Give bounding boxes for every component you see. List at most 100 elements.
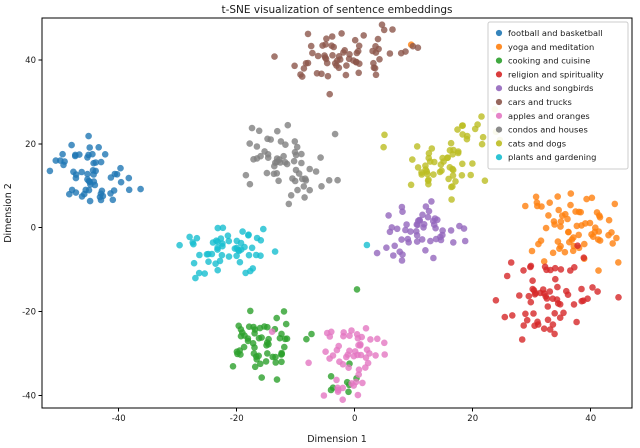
data-point	[257, 152, 264, 160]
data-point	[354, 391, 362, 399]
data-point	[287, 192, 295, 199]
data-point	[529, 285, 536, 293]
data-point	[432, 235, 440, 243]
data-point	[260, 225, 267, 233]
data-point	[525, 292, 533, 300]
data-point	[294, 186, 301, 194]
legend-marker	[495, 43, 503, 50]
data-point	[235, 322, 242, 330]
data-point	[301, 175, 309, 182]
legend-label: football and basketball	[508, 28, 603, 38]
data-point	[432, 224, 439, 232]
data-point	[353, 286, 361, 293]
data-point	[117, 164, 124, 172]
data-point	[455, 148, 462, 155]
legend-marker	[495, 126, 503, 133]
data-point	[290, 157, 298, 165]
legend-label: religion and spirituality	[508, 69, 604, 79]
data-point	[567, 190, 575, 197]
data-point	[516, 292, 523, 299]
data-point	[534, 321, 542, 328]
data-point	[594, 288, 601, 295]
data-point	[189, 239, 196, 246]
legend-marker	[495, 140, 503, 147]
data-point	[331, 130, 339, 138]
data-point	[237, 332, 245, 340]
data-point	[522, 202, 529, 210]
data-point	[284, 121, 292, 129]
data-point	[283, 160, 291, 168]
data-point	[281, 343, 288, 351]
data-point	[393, 225, 401, 233]
data-point	[459, 160, 466, 168]
data-point	[280, 152, 287, 160]
data-point	[320, 392, 328, 399]
data-point	[249, 265, 257, 272]
data-point	[264, 350, 271, 357]
data-point	[258, 374, 266, 381]
legend-label: condos and houses	[508, 125, 588, 135]
data-point	[312, 168, 320, 175]
data-point	[303, 335, 310, 343]
data-point	[355, 371, 363, 378]
data-point	[538, 203, 545, 210]
data-point	[196, 251, 203, 259]
data-point	[527, 298, 535, 306]
data-point	[374, 35, 382, 43]
data-point	[233, 237, 241, 245]
data-point	[240, 343, 248, 351]
data-point	[371, 64, 379, 72]
data-point	[551, 330, 558, 338]
legend-marker	[495, 29, 503, 37]
data-point	[81, 190, 88, 198]
data-point	[507, 259, 515, 266]
data-point	[539, 286, 547, 293]
data-point	[201, 270, 208, 277]
data-point	[329, 52, 336, 59]
data-point	[592, 224, 599, 231]
data-point	[481, 177, 489, 184]
data-point	[335, 53, 343, 60]
data-point	[372, 352, 379, 359]
data-point	[277, 138, 285, 145]
data-point	[267, 136, 275, 143]
data-point	[300, 183, 308, 190]
data-point	[97, 158, 105, 166]
data-point	[97, 196, 105, 204]
data-point	[306, 165, 314, 173]
x-tick-label: 40	[585, 414, 596, 424]
data-point	[205, 258, 212, 266]
data-point	[389, 26, 396, 33]
data-point	[381, 351, 389, 358]
data-point	[242, 171, 250, 179]
data-point	[333, 62, 340, 69]
data-point	[354, 351, 361, 359]
data-point	[258, 334, 265, 341]
data-point	[218, 251, 226, 259]
data-point	[450, 239, 457, 246]
data-point	[219, 224, 227, 232]
data-point	[580, 297, 587, 305]
data-point	[239, 228, 246, 235]
data-point	[86, 197, 94, 205]
data-point	[456, 222, 463, 230]
data-point	[458, 172, 466, 179]
data-point	[212, 260, 219, 268]
data-point	[386, 228, 394, 236]
data-point	[381, 131, 388, 139]
data-point	[439, 231, 446, 239]
data-point	[420, 221, 428, 228]
data-point	[307, 42, 315, 50]
data-point	[84, 176, 91, 183]
data-point	[107, 174, 115, 181]
data-point	[293, 143, 301, 151]
data-point	[419, 211, 426, 219]
data-point	[551, 310, 558, 317]
scatter-points	[46, 21, 622, 404]
data-point	[248, 124, 256, 132]
data-point	[409, 42, 417, 50]
data-point	[546, 288, 554, 295]
data-point	[362, 354, 370, 362]
data-point	[343, 353, 350, 361]
data-point	[317, 154, 324, 161]
